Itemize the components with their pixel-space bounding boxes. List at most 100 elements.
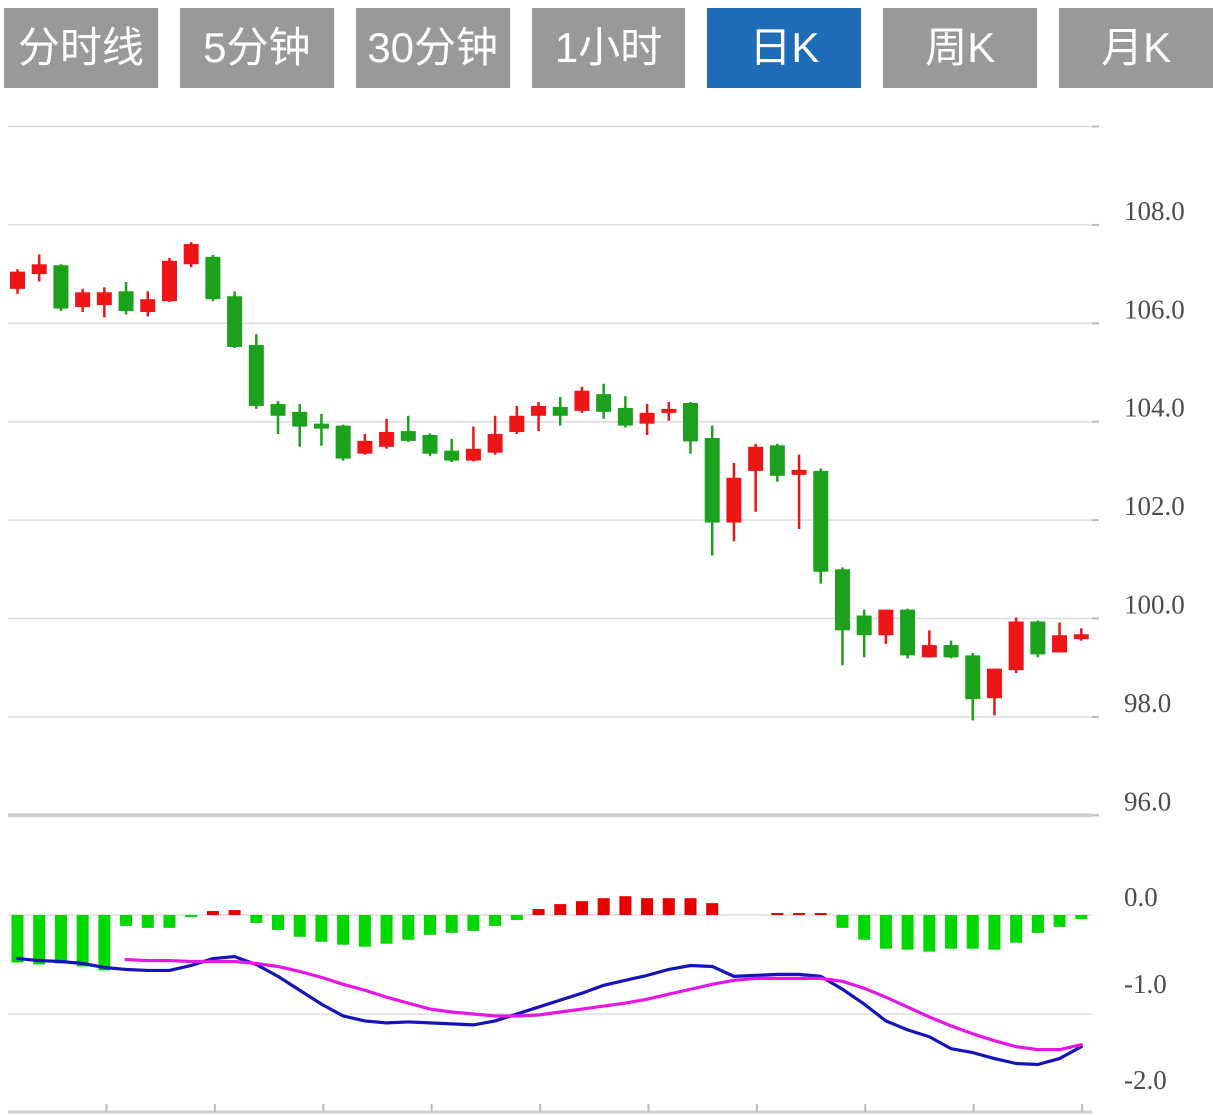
macd-bar-positive bbox=[619, 896, 632, 915]
candle-down bbox=[900, 609, 916, 656]
price-axis-label: 106.0 bbox=[1124, 294, 1185, 324]
candle-up bbox=[96, 292, 112, 306]
candle-up bbox=[357, 440, 373, 454]
candle-down bbox=[704, 437, 720, 523]
candle-down bbox=[292, 411, 308, 427]
candle-up bbox=[639, 412, 655, 424]
candle-up bbox=[878, 609, 894, 636]
candle-down bbox=[683, 403, 699, 442]
macd-bar-negative bbox=[988, 915, 1001, 950]
price-axis-label: 96.0 bbox=[1124, 786, 1171, 816]
macd-bar-negative bbox=[185, 915, 198, 917]
candle-down bbox=[965, 655, 981, 700]
macd-bar-negative bbox=[11, 915, 24, 963]
candle-down bbox=[552, 406, 568, 416]
macd-axis-label: -1.0 bbox=[1124, 969, 1167, 999]
macd-bar-negative bbox=[1053, 915, 1066, 927]
macd-bar-negative bbox=[923, 915, 936, 952]
macd-bar-negative bbox=[945, 915, 958, 949]
candle-up bbox=[921, 645, 937, 658]
macd-bar-positive bbox=[228, 910, 241, 915]
macd-bar-negative bbox=[1031, 915, 1044, 933]
timeframe-toolbar: 分时线 5分钟 30分钟 1小时 日K 周K 月K bbox=[4, 8, 1213, 88]
macd-bar-negative bbox=[250, 915, 263, 923]
candle-up bbox=[531, 405, 547, 416]
macd-bar-negative bbox=[489, 915, 502, 926]
candle-down bbox=[444, 450, 460, 461]
timeframe-button-7[interactable]: 月K bbox=[1059, 8, 1213, 88]
candle-down bbox=[118, 291, 134, 311]
macd-bar-positive bbox=[641, 898, 654, 915]
macd-bar-negative bbox=[879, 915, 892, 949]
price-axis-label: 104.0 bbox=[1124, 393, 1185, 423]
macd-bar-negative bbox=[402, 915, 415, 940]
candle-up bbox=[1008, 621, 1024, 671]
candle-down bbox=[400, 431, 416, 441]
macd-bar-negative bbox=[423, 915, 436, 935]
macd-axis-label: 0.0 bbox=[1124, 882, 1158, 912]
candle-down bbox=[53, 265, 69, 309]
macd-bar-positive bbox=[532, 909, 545, 915]
candle-up bbox=[183, 244, 199, 265]
candle-down bbox=[813, 470, 829, 572]
macd-bar-negative bbox=[836, 915, 849, 928]
candle-up bbox=[661, 408, 677, 413]
candle-up bbox=[986, 668, 1002, 699]
macd-bar-positive bbox=[554, 904, 567, 915]
macd-bar-negative bbox=[1075, 915, 1088, 919]
candle-down bbox=[227, 296, 243, 347]
macd-bar-negative bbox=[358, 915, 371, 947]
candle-down bbox=[769, 445, 785, 476]
candle-down bbox=[335, 425, 351, 459]
candle-up bbox=[487, 434, 503, 453]
candle-down bbox=[248, 344, 264, 406]
timeframe-button-3[interactable]: 30分钟 bbox=[355, 8, 510, 88]
candle-up bbox=[748, 446, 764, 471]
macd-bar-negative bbox=[293, 915, 306, 937]
candle-up bbox=[726, 477, 742, 523]
macd-bar-positive bbox=[771, 913, 784, 915]
macd-bar-positive bbox=[662, 898, 675, 915]
macd-bar-negative bbox=[141, 915, 154, 928]
timeframe-button-1[interactable]: 分时线 bbox=[4, 8, 158, 88]
macd-bar-negative bbox=[54, 915, 67, 964]
macd-axis-label: -2.0 bbox=[1124, 1065, 1167, 1095]
candle-down bbox=[1030, 621, 1046, 655]
macd-bar-positive bbox=[206, 911, 219, 915]
timeframe-button-2[interactable]: 5分钟 bbox=[179, 8, 334, 88]
timeframe-button-6[interactable]: 周K bbox=[883, 8, 1038, 88]
dif-line bbox=[15, 954, 1083, 1067]
macd-bar-negative bbox=[315, 915, 328, 942]
timeframe-button-4[interactable]: 1小时 bbox=[531, 8, 686, 88]
candle-down bbox=[313, 423, 329, 429]
candle-down bbox=[596, 394, 612, 412]
candle-down bbox=[422, 434, 438, 454]
macd-bar-positive bbox=[684, 898, 697, 915]
candle-up bbox=[10, 271, 25, 289]
macd-bar-positive bbox=[575, 901, 588, 915]
candle-down bbox=[205, 256, 221, 300]
macd-bar-negative bbox=[1010, 915, 1023, 943]
candle-up bbox=[140, 299, 156, 312]
macd-bar-negative bbox=[858, 915, 871, 940]
timeframe-button-5[interactable]: 日K bbox=[707, 8, 862, 88]
candle-down bbox=[270, 403, 286, 416]
macd-bar-negative bbox=[510, 915, 523, 920]
candle-up bbox=[379, 432, 395, 447]
macd-bar-negative bbox=[445, 915, 458, 933]
macd-bar-positive bbox=[597, 898, 610, 915]
macd-bar-positive bbox=[706, 903, 719, 915]
candle-up bbox=[509, 415, 525, 433]
candle-up bbox=[31, 264, 47, 275]
candle-up bbox=[574, 390, 590, 411]
candle-down bbox=[856, 615, 872, 636]
price-axis-label: 102.0 bbox=[1124, 491, 1185, 521]
candle-up bbox=[75, 292, 91, 308]
macd-bar-positive bbox=[814, 913, 827, 915]
price-axis-label: 108.0 bbox=[1124, 196, 1185, 226]
candle-down bbox=[617, 407, 633, 426]
candle-up bbox=[1073, 634, 1089, 640]
macd-bar-negative bbox=[76, 915, 89, 967]
macd-bar-negative bbox=[337, 915, 350, 945]
